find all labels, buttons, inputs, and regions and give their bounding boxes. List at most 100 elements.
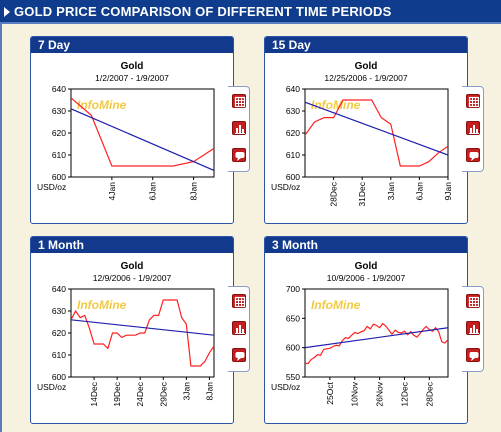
x-tick-label: 10Nov	[350, 381, 360, 406]
bar-chart-icon	[235, 125, 245, 134]
y-axis-label: USD/oz	[271, 182, 300, 192]
chart-subtitle: 12/25/2006 - 1/9/2007	[324, 73, 407, 83]
x-tick-label: 28Dec	[329, 181, 339, 206]
table-view-button[interactable]	[466, 294, 480, 308]
y-tick-label: 610	[52, 150, 66, 160]
y-tick-label: 620	[52, 128, 66, 138]
y-tick-label: 600	[286, 343, 300, 353]
chart-panel-1-month: 1 Month Gold 12/9/2006 - 1/9/2007 InfoMine…	[30, 236, 234, 424]
chart-title: Gold	[355, 61, 378, 72]
bar-chart-button[interactable]	[466, 321, 480, 335]
x-tick-label: 6Jan	[148, 182, 158, 201]
table-view-button[interactable]	[232, 94, 246, 108]
chart-title: Gold	[121, 261, 144, 272]
x-tick-label: 28Dec	[424, 381, 434, 406]
table-icon	[234, 296, 246, 308]
chart-subtitle: 10/9/2006 - 1/9/2007	[327, 273, 406, 283]
x-tick-label: 4Jan	[107, 182, 117, 201]
trend-line	[305, 101, 448, 156]
x-tick-label: 3Jan	[181, 382, 191, 401]
x-tick-label: 8Jan	[189, 182, 199, 201]
x-tick-label: 26Nov	[375, 381, 385, 406]
y-tick-label: 620	[286, 128, 300, 138]
chart-panel-7-day: 7 Day Gold 1/2/2007 - 1/9/2007 InfoMine 600…	[30, 36, 234, 224]
chart-title: Gold	[355, 261, 378, 272]
panel-heading: 3 Month	[265, 237, 467, 253]
y-axis-label: USD/oz	[37, 182, 66, 192]
comment-button[interactable]	[466, 348, 480, 362]
comment-button[interactable]	[232, 348, 246, 362]
y-tick-label: 640	[52, 284, 66, 294]
chart-subtitle: 12/9/2006 - 1/9/2007	[93, 273, 172, 283]
chart-tools-1-month	[228, 286, 250, 372]
comment-icon	[235, 352, 245, 361]
watermark: InfoMine	[77, 98, 127, 112]
trend-line	[71, 108, 214, 171]
comment-icon	[469, 352, 479, 361]
panel-heading: 1 Month	[31, 237, 233, 253]
gold-price-line	[305, 322, 448, 365]
chart-title: Gold	[121, 61, 144, 72]
gold-price-line	[71, 299, 214, 367]
table-view-button[interactable]	[466, 94, 480, 108]
bar-chart-button[interactable]	[232, 121, 246, 135]
table-view-button[interactable]	[232, 294, 246, 308]
y-axis-label: USD/oz	[37, 382, 66, 392]
y-tick-label: 630	[52, 106, 66, 116]
y-tick-label: 630	[286, 106, 300, 116]
y-tick-label: 650	[286, 313, 300, 323]
y-tick-label: 630	[52, 306, 66, 316]
table-icon	[468, 96, 480, 108]
x-tick-label: 25Oct	[325, 381, 335, 404]
comment-icon	[235, 152, 245, 161]
gold-price-line	[71, 97, 214, 167]
y-tick-label: 700	[286, 284, 300, 294]
chart-tools-15-day	[462, 86, 484, 172]
x-tick-label: 12Dec	[399, 381, 409, 406]
panel-heading: 7 Day	[31, 37, 233, 53]
chart-tools-3-month	[462, 286, 484, 372]
bar-chart-icon	[469, 325, 479, 334]
y-tick-label: 610	[52, 350, 66, 360]
plot-area	[304, 288, 449, 378]
x-tick-label: 3Jan	[386, 182, 396, 201]
y-tick-label: 600	[52, 172, 66, 182]
x-tick-label: 8Jan	[204, 382, 214, 401]
bar-chart-button[interactable]	[466, 121, 480, 135]
gold-price-line	[305, 99, 448, 167]
chart-panel-15-day: 15 Day Gold 12/25/2006 - 1/9/2007 InfoMine…	[264, 36, 468, 224]
comment-button[interactable]	[466, 148, 480, 162]
bar-chart-icon	[235, 325, 245, 334]
trend-line	[71, 319, 214, 336]
x-tick-label: 19Dec	[112, 381, 122, 406]
page-title: GOLD PRICE COMPARISON OF DIFFERENT TIME …	[14, 4, 392, 19]
trend-line	[305, 327, 448, 349]
y-tick-label: 640	[52, 84, 66, 94]
chart-tools-7-day	[228, 86, 250, 172]
y-axis-label: USD/oz	[271, 382, 300, 392]
x-tick-label: 14Dec	[89, 381, 99, 406]
comment-button[interactable]	[232, 148, 246, 162]
watermark: InfoMine	[77, 298, 127, 312]
plot-area	[304, 88, 449, 178]
bar-chart-button[interactable]	[232, 321, 246, 335]
x-tick-label: 29Dec	[158, 381, 168, 406]
x-tick-label: 31Dec	[357, 181, 367, 206]
x-tick-label: 6Jan	[414, 182, 424, 201]
y-tick-label: 620	[52, 328, 66, 338]
y-tick-label: 550	[286, 372, 300, 382]
page-header: GOLD PRICE COMPARISON OF DIFFERENT TIME …	[0, 0, 501, 24]
header-arrow-icon	[4, 7, 10, 17]
x-tick-label: 9Jan	[443, 182, 453, 201]
bar-chart-icon	[469, 125, 479, 134]
panel-heading: 15 Day	[265, 37, 467, 53]
y-tick-label: 640	[286, 84, 300, 94]
x-tick-label: 24Dec	[135, 381, 145, 406]
y-tick-label: 600	[286, 172, 300, 182]
table-icon	[468, 296, 480, 308]
